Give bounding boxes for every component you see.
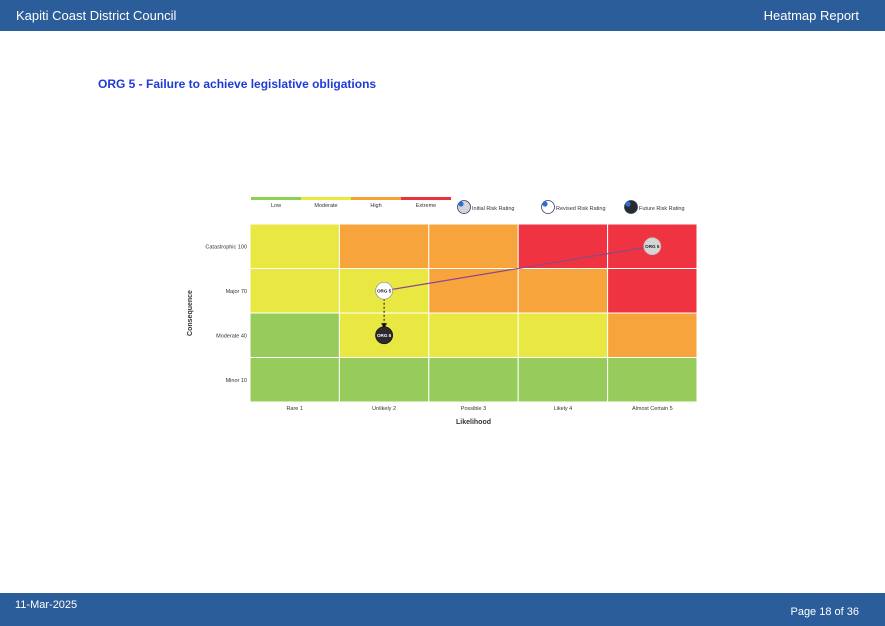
heatmap-cell [517, 268, 609, 314]
risk-points: ORG 5 ORG 5 ORG 5 [375, 237, 662, 345]
legend-check-icon [625, 201, 631, 207]
heatmap-cell [249, 223, 340, 269]
heatmap-cell [428, 223, 519, 269]
legend-label: Low [271, 203, 281, 209]
page-number: Page 18 of 36 [790, 606, 859, 618]
initial-risk-point [643, 237, 662, 256]
report-title: Heatmap Report [763, 8, 859, 23]
heatmap-cell [517, 312, 609, 358]
future-risk-label: ORG 5 [377, 333, 392, 338]
x-tick-label: Possible 3 [461, 406, 486, 412]
future-risk-point [375, 326, 394, 345]
y-tick-label: Catastrophic 100 [205, 244, 247, 250]
page-title: ORG 5 - Failure to achieve legislative o… [98, 77, 377, 91]
legend-bar-moderate [301, 197, 351, 200]
heatmap-cell [249, 357, 340, 403]
organisation-name: Kapiti Coast District Council [16, 8, 177, 23]
heatmap-cell [428, 312, 519, 358]
legend-marker-label: Revised Risk Rating [556, 206, 606, 212]
report-footer: 11-Mar-2025 Page 18 of 36 [0, 593, 885, 626]
legend-label: Moderate [314, 203, 337, 209]
revised-risk-point [375, 281, 394, 300]
y-axis-title: Consequence [187, 290, 194, 336]
legend-label: High [370, 203, 381, 209]
legend-marker-label: Initial Risk Rating [472, 206, 515, 212]
x-tick-label: Unlikely 2 [372, 406, 396, 412]
heatmap-cell [428, 268, 519, 314]
x-axis-title: Likelihood [456, 419, 491, 426]
y-tick-label: Major 70 [226, 289, 247, 295]
revised-risk-label: ORG 5 [377, 289, 392, 294]
initial-to-revised-line [384, 245, 653, 292]
y-tick-label: Moderate 40 [216, 333, 247, 339]
arrow-head-icon [381, 323, 388, 329]
heatmap-cell [428, 357, 519, 403]
heatmap-cell [517, 223, 609, 269]
heatmap-cell [607, 223, 698, 269]
chart-legend: Low Moderate High Extreme Initial Risk Ratin… [251, 197, 685, 214]
heatmap-cell [517, 357, 609, 403]
heatmap-cell [607, 268, 698, 314]
legend-bar-low [251, 197, 301, 200]
x-tick-label: Rare 1 [286, 406, 303, 412]
risk-heatmap-chart: Low Moderate High Extreme Initial Risk Ratin… [187, 197, 698, 426]
report-header: Kapiti Coast District Council Heatmap Re… [0, 0, 885, 31]
heatmap-cell [249, 268, 340, 314]
report-date: 11-Mar-2025 [15, 599, 78, 611]
heatmap-cell [338, 357, 430, 403]
x-tick-label: Almost Certain 5 [632, 406, 673, 412]
heatmap-cell [338, 223, 430, 269]
legend-bar-extreme [401, 197, 451, 200]
legend-label: Extreme [416, 203, 436, 209]
initial-risk-label: ORG 5 [645, 244, 660, 249]
x-tick-label: Likely 4 [554, 406, 573, 412]
legend-check-icon [458, 201, 464, 207]
heatmap-axes: Catastrophic 100 Major 70 Moderate 40 Minor… [187, 244, 673, 426]
legend-check-icon [542, 201, 548, 207]
heatmap-grid [249, 223, 698, 403]
legend-bar-high [351, 197, 401, 200]
heatmap-cell [607, 312, 698, 358]
legend-marker-label: Future Risk Rating [639, 206, 685, 212]
y-tick-label: Minor 10 [226, 378, 247, 384]
heatmap-cell [607, 357, 698, 403]
heatmap-cell [249, 312, 340, 358]
